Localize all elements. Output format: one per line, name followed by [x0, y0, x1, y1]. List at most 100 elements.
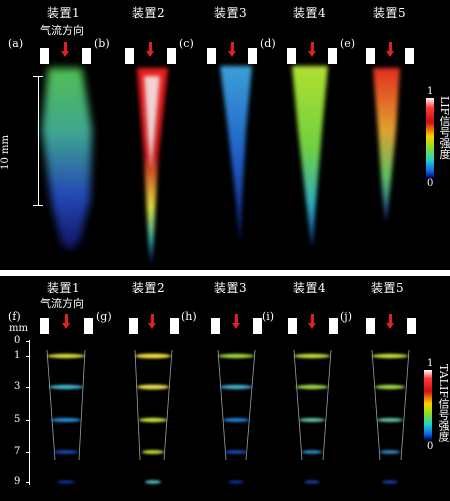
device-label-1: 装置1: [47, 6, 81, 20]
band-d3-1: [218, 353, 254, 359]
device-label-5: 装置5: [373, 6, 407, 20]
nozzle-slot-left-1: [40, 318, 49, 334]
nozzle-slot-left-2: [125, 48, 134, 64]
lif-panel: 装置1 装置2 装置3 装置4 装置5 气流方向 (a) (b) (c) (d)…: [0, 0, 450, 270]
device-label-5: 装置5: [371, 281, 405, 295]
band-d2-7: [142, 450, 164, 454]
sublabel-e: (e): [340, 37, 356, 50]
nozzle-slot-left-3: [211, 318, 220, 334]
colorbar-title: TALIF信号强度: [437, 364, 450, 442]
channel-outline-5: [371, 349, 410, 461]
nozzle-slot-right-5: [407, 318, 416, 334]
sublabel-a: (a): [8, 37, 24, 50]
band-d1-1: [47, 353, 85, 359]
plume-device-3: [220, 66, 252, 246]
nozzle-slot-left-1: [40, 48, 49, 64]
colorbar-max-label: 1: [427, 86, 434, 97]
device-label-3: 装置3: [214, 281, 248, 295]
nozzle-slot-left-5: [366, 318, 375, 334]
plume-device-4: [292, 66, 328, 248]
device-label-4: 装置4: [293, 6, 327, 20]
y-axis-line: [29, 340, 30, 485]
scale-bar: [38, 76, 39, 206]
band-d3-7: [225, 450, 247, 454]
band-d3-5: [223, 418, 249, 422]
band-d4-7: [302, 450, 322, 454]
nozzle-slot-right-2: [167, 48, 176, 64]
talif-panel: 装置1 装置2 装置3 装置4 装置5 气流方向 (f) (g) (h) (i)…: [0, 276, 450, 501]
tick-mark-1: [26, 356, 30, 357]
band-d5-9: [382, 480, 398, 484]
nozzle-slot-right-3: [248, 48, 257, 64]
plume-device-2-core: [144, 76, 160, 170]
scale-bar-label: 10 mm: [0, 135, 11, 170]
band-d1-9: [57, 480, 75, 484]
scale-bar-top-cap: [33, 76, 43, 77]
sublabel-b: (b): [94, 37, 110, 50]
band-d2-1: [135, 353, 171, 359]
axis-tick-3: 3: [14, 381, 21, 392]
channel-outline-3: [217, 349, 256, 461]
sublabel-f: (f): [8, 310, 21, 323]
axis-tick-9: 9: [14, 476, 21, 487]
band-d1-3: [49, 384, 83, 390]
colorbar-max-label: 1: [427, 358, 434, 369]
band-d1-5: [51, 418, 81, 422]
band-d2-9: [145, 480, 161, 484]
nozzle-slot-right-3: [253, 318, 262, 334]
nozzle-slot-right-1: [84, 318, 93, 334]
band-d3-3: [220, 384, 252, 390]
band-d4-1: [294, 353, 330, 359]
band-d1-7: [54, 450, 78, 454]
band-d5-1: [372, 353, 408, 359]
sublabel-c: (c): [179, 37, 194, 50]
tick-mark-5: [26, 420, 30, 421]
band-d4-9: [304, 480, 320, 484]
device-label-1: 装置1: [47, 281, 81, 295]
device-label-2: 装置2: [132, 6, 166, 20]
device-label-2: 装置2: [132, 281, 166, 295]
band-d5-5: [377, 418, 403, 422]
lif-colorbar: [426, 98, 434, 178]
tick-mark-3: [26, 387, 30, 388]
nozzle-slot-right-4: [328, 48, 337, 64]
nozzle-slot-right-5: [405, 48, 414, 64]
talif-colorbar: [424, 370, 432, 440]
band-d5-3: [375, 384, 405, 390]
sublabel-i: (i): [262, 310, 275, 323]
colorbar-min-label: 0: [427, 441, 434, 452]
nozzle-slot-left-4: [288, 318, 297, 334]
band-d2-5: [139, 417, 167, 423]
axis-tick-1: 1: [14, 350, 21, 361]
nozzle-slot-right-2: [170, 318, 179, 334]
channel-outline-4: [293, 349, 332, 461]
flow-direction-label: 气流方向: [40, 297, 84, 310]
talif-graphics: [46, 349, 410, 484]
axis-unit-label: mm: [9, 323, 28, 334]
colorbar-title: LIF信号强度: [438, 96, 450, 160]
band-d2-3: [137, 384, 169, 390]
channel-outline-2: [134, 349, 173, 461]
tick-mark-7: [26, 452, 30, 453]
sublabel-g: (g): [96, 310, 112, 323]
flow-direction-label: 气流方向: [40, 24, 84, 37]
band-d3-9: [228, 480, 244, 484]
nozzle-slot-left-3: [207, 48, 216, 64]
nozzle-slot-right-1: [82, 48, 91, 64]
sublabel-j: (j): [340, 310, 352, 323]
nozzle-slot-left-4: [287, 48, 296, 64]
band-d4-5: [299, 418, 325, 422]
lif-plume-graphics: [42, 66, 400, 266]
axis-tick-0: 0: [14, 335, 21, 346]
band-d5-7: [380, 450, 400, 454]
device-label-3: 装置3: [214, 6, 248, 20]
axis-tick-7: 7: [14, 446, 21, 457]
plume-device-2: [137, 68, 168, 266]
scale-bar-bottom-cap: [33, 205, 43, 206]
colorbar-min-label: 0: [427, 178, 434, 189]
plume-device-1: [42, 68, 92, 250]
axis-tick-5: 5: [14, 414, 21, 425]
sublabel-h: (h): [181, 310, 197, 323]
nozzle-slot-left-2: [129, 318, 138, 334]
